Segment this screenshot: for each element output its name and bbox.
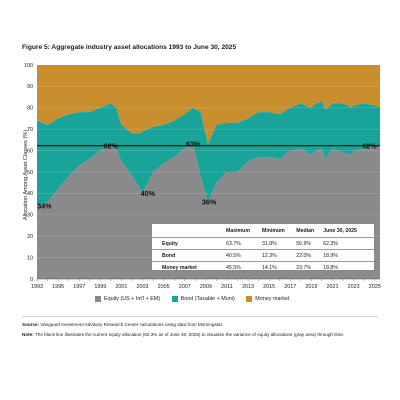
y-tick-label: 0 xyxy=(30,277,33,283)
table-cell: 18.9% xyxy=(323,249,374,262)
bond-area xyxy=(37,101,380,207)
footnote-divider xyxy=(22,316,378,317)
x-tick-label: 2021 xyxy=(327,284,339,290)
annotation-label: 63% xyxy=(186,140,201,149)
annotations: 34% 62% 40% 63% 36% 62% xyxy=(37,140,377,211)
table-cell: 40.5% xyxy=(226,249,263,262)
legend-item-bond: Bond (Taxable + Muni) xyxy=(171,296,235,302)
x-tick-label: 2011 xyxy=(221,284,233,290)
note-text: The black line illustrates the current e… xyxy=(34,332,345,337)
table-cell: 22.0% xyxy=(296,249,324,262)
y-axis-label: Allocation Among Asset Classes (%) xyxy=(23,130,29,220)
table-cell: 18.8% xyxy=(323,261,374,274)
note-label: Note: xyxy=(22,332,34,337)
x-tick-label: 2009 xyxy=(200,284,212,290)
x-tick-label: 2013 xyxy=(242,284,254,290)
annotation-label: 62% xyxy=(104,142,119,151)
annotation-label: 34% xyxy=(37,202,52,211)
table-cell: 12.3% xyxy=(262,249,297,262)
chart-note: Note: The black line illustrates the cur… xyxy=(22,332,378,339)
row-label: Equity xyxy=(152,236,226,250)
x-tick-label: 1993 xyxy=(31,284,43,290)
annotation-label: 62% xyxy=(362,142,377,151)
x-tick-label: 2005 xyxy=(158,284,170,290)
annotation-label: 40% xyxy=(141,189,156,198)
y-tick-label: 20 xyxy=(27,234,33,240)
y-tick-label: 80 xyxy=(27,106,33,112)
legend-label: Bond (Taxable + Muni) xyxy=(180,296,235,302)
x-tick-label: 1997 xyxy=(73,284,85,290)
y-tick-label: 90 xyxy=(27,84,33,90)
legend-label: Money market xyxy=(255,296,290,302)
source-label: Source: xyxy=(22,322,40,327)
source-text: Vanguard Investment Advisory Research Ce… xyxy=(40,322,224,327)
table-header-row: Maximum Minimum Median June 30, 2025 xyxy=(152,224,374,238)
x-tick-label: 2019 xyxy=(305,284,317,290)
x-tick-label: 2023 xyxy=(348,284,360,290)
legend-label: Equity (US + Int'l + EM) xyxy=(104,296,161,302)
legend-item-money-market: Money market xyxy=(246,296,289,302)
y-tick-label: 40 xyxy=(27,191,33,197)
table-cell: 63.7% xyxy=(226,236,263,250)
x-tick-label: 2025 xyxy=(369,284,381,290)
y-axis-ticks: 0 10 20 30 40 50 60 70 80 90 100 xyxy=(24,63,33,283)
table-header-maximum: Maximum xyxy=(226,228,250,234)
table-row: Bond 40.5% 12.3% 22.0% 18.9% xyxy=(152,249,374,262)
table-row: Money market 45.5% 14.1% 23.7% 18.8% xyxy=(152,261,374,274)
table-cell: 14.1% xyxy=(262,261,297,274)
table-header-current: June 30, 2025 xyxy=(323,228,357,234)
table-header-blank xyxy=(152,224,226,238)
x-tick-label: 2001 xyxy=(115,284,127,290)
y-tick-label: 70 xyxy=(27,127,33,133)
row-label: Bond xyxy=(152,249,226,262)
x-tick-label: 2017 xyxy=(284,284,296,290)
table-cell: 31.8% xyxy=(262,236,297,250)
y-tick-label: 100 xyxy=(24,63,33,69)
x-tick-label: 2003 xyxy=(137,284,149,290)
y-tick-label: 50 xyxy=(27,170,33,176)
table-row: Equity 63.7% 31.8% 56.9% 62.3% xyxy=(152,236,374,250)
source-note: Source: Vanguard Investment Advisory Res… xyxy=(22,322,378,329)
x-tick-label: 1999 xyxy=(94,284,106,290)
legend: Equity (US + Int'l + EM) Bond (Taxable +… xyxy=(95,296,299,304)
legend-swatch-money-market xyxy=(246,296,253,302)
y-tick-label: 10 xyxy=(27,255,33,261)
legend-swatch-bond xyxy=(171,296,178,302)
table-cell: 62.3% xyxy=(323,236,374,250)
x-axis-ticks: 1993 1995 1997 1999 2001 2003 2005 2007 2009 2011… xyxy=(31,278,381,290)
money-market-area xyxy=(37,65,380,145)
legend-swatch-equity xyxy=(95,296,101,302)
row-label: Money market xyxy=(152,261,226,274)
legend-item-equity: Equity (US + Int'l + EM) xyxy=(95,296,160,302)
table-cell: 56.9% xyxy=(296,236,324,250)
y-tick-label: 30 xyxy=(27,213,33,219)
table-header-minimum: Minimum xyxy=(262,228,285,234)
x-tick-label: 1995 xyxy=(52,284,64,290)
annotation-label: 36% xyxy=(202,197,217,206)
statistics-table: Maximum Minimum Median June 30, 2025 Equ… xyxy=(152,224,374,274)
figure-title: Figure 5: Aggregate industry asset alloc… xyxy=(22,44,237,51)
x-tick-label: 2007 xyxy=(179,284,191,290)
x-tick-label: 2015 xyxy=(263,284,275,290)
table-header-median: Median xyxy=(296,228,315,234)
y-tick-label: 60 xyxy=(27,148,33,154)
table-cell: 23.7% xyxy=(296,261,324,274)
table-cell: 45.5% xyxy=(226,261,263,274)
